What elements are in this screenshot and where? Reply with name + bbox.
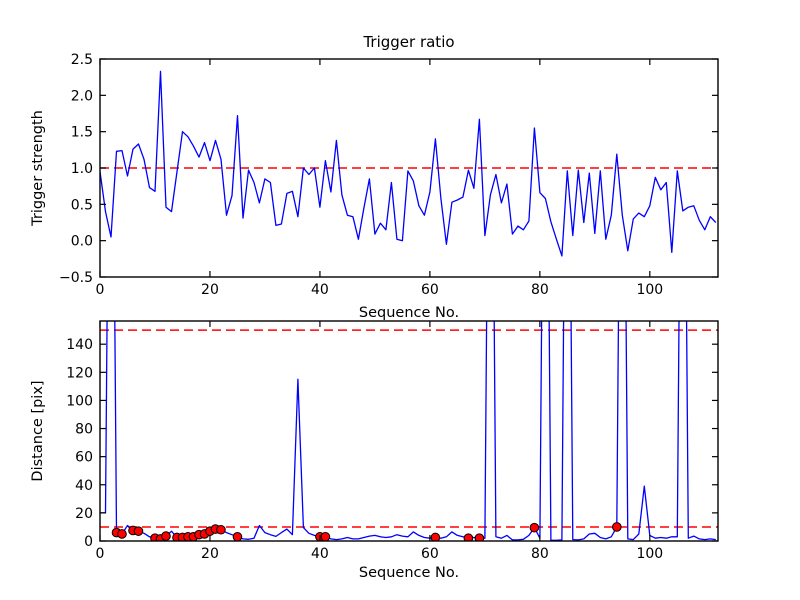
- x-tick-label: 80: [531, 546, 549, 562]
- y-tick-label: 0.0: [71, 234, 93, 250]
- x-tick-label: 0: [96, 282, 105, 298]
- data-point-marker: [463, 533, 474, 541]
- x-tick-label: 40: [311, 546, 329, 562]
- x-tick-label: 100: [636, 282, 663, 298]
- y-tick-label: 0: [84, 534, 93, 550]
- y-tick-label: 0.5: [71, 197, 93, 213]
- data-point-marker: [216, 524, 226, 535]
- y-tick-label: 40: [75, 478, 93, 494]
- x-tick-label: 40: [311, 282, 329, 298]
- y-tick-label: 120: [66, 365, 93, 381]
- data-point-marker: [117, 529, 127, 539]
- y-tick-label: 2.0: [71, 88, 93, 104]
- plot-area-1: [100, 321, 718, 541]
- data-point-marker: [430, 532, 441, 541]
- data-point-marker: [133, 526, 144, 536]
- x-tick-label: 100: [636, 546, 663, 562]
- data-point-marker: [320, 531, 331, 541]
- x-tick-label: 20: [201, 282, 219, 298]
- x-tick-label: 60: [421, 282, 439, 298]
- data-point-marker: [529, 522, 540, 533]
- x-tick-label: 20: [201, 546, 219, 562]
- x-tick-label: 80: [531, 282, 549, 298]
- plot-area-0: [100, 70, 718, 257]
- y-tick-label: 1.0: [71, 161, 93, 177]
- y-tick-label: 100: [66, 393, 93, 409]
- data-line-trigger-strength: [100, 70, 717, 257]
- top-chart-title: Trigger ratio: [363, 33, 455, 51]
- y-tick-label: 140: [66, 337, 93, 353]
- x-tick-label: 0: [96, 546, 105, 562]
- top-chart-xlabel: Sequence No.: [358, 305, 460, 321]
- y-tick-label: 60: [75, 450, 93, 466]
- data-point-marker: [612, 522, 622, 532]
- data-point-marker: [161, 531, 171, 541]
- bottom-chart-xlabel: Sequence No.: [358, 565, 460, 581]
- y-tick-label: 80: [75, 422, 93, 438]
- data-point-marker: [474, 533, 485, 541]
- y-tick-label: −0.5: [59, 270, 93, 286]
- x-tick-label: 60: [421, 546, 439, 562]
- axes-frame-1: [99, 320, 719, 542]
- y-tick-label: 1.5: [71, 125, 93, 141]
- y-tick-label: 20: [75, 506, 93, 522]
- data-point-marker: [232, 531, 243, 541]
- y-tick-label: 2.5: [71, 52, 93, 68]
- data-line-distance: [100, 321, 716, 541]
